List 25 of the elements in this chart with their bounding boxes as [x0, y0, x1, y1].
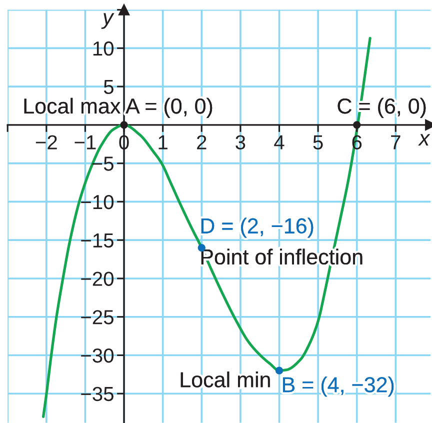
y-tick-label: −25: [81, 310, 114, 324]
x-tick-label: 3: [236, 135, 246, 150]
x-tick-label: 5: [313, 135, 323, 150]
point: [275, 366, 284, 374]
x-tick-label: 2: [197, 135, 206, 150]
y-tick-label: −10: [81, 194, 114, 210]
x-tick-label: 7: [391, 135, 400, 150]
x-tick-label: −2: [36, 135, 57, 150]
y-axis-title: y: [101, 13, 114, 29]
x-tick-label: 4: [274, 135, 284, 150]
x-tick-label: −1: [74, 135, 96, 150]
x-axis-title: x: [418, 134, 430, 146]
point: [353, 121, 361, 129]
y-tick-label: 5: [104, 80, 114, 94]
x-tick-label: 1: [158, 135, 168, 150]
y-tick-label: −30: [81, 348, 114, 363]
y-tick-label: −15: [81, 234, 114, 248]
annotation: Local min: [180, 372, 270, 388]
annotation: Local max A = (0, 0): [24, 98, 212, 118]
y-tick-label: −35: [81, 386, 114, 402]
annotation: B = (4, −32): [283, 376, 394, 397]
y-tick-label: 10: [93, 41, 114, 56]
y-tick-label: −20: [81, 272, 114, 286]
annotation: D = (2, −16): [201, 218, 314, 238]
point: [120, 121, 128, 129]
